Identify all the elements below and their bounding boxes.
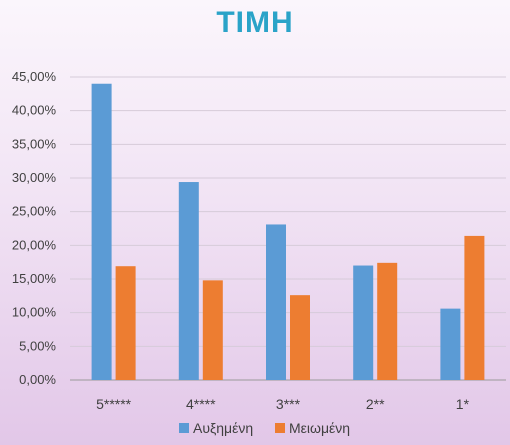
y-tick-label: 25,00% — [12, 204, 57, 219]
bar-increased — [440, 308, 461, 380]
x-tick-label: 5***** — [96, 396, 132, 412]
y-tick-label: 10,00% — [12, 305, 57, 320]
bar-increased — [178, 182, 199, 380]
y-tick-label: 0,00% — [19, 372, 56, 387]
legend-label: Μειωμένη — [289, 420, 350, 436]
bar-increased — [353, 265, 374, 380]
bar-increased — [266, 224, 286, 380]
x-tick-label: 2** — [366, 396, 385, 412]
bar-decreased — [202, 280, 223, 380]
y-tick-label: 35,00% — [12, 136, 57, 151]
legend-swatch — [179, 423, 189, 433]
y-tick-label: 15,00% — [12, 271, 57, 286]
y-tick-label: 30,00% — [12, 170, 57, 185]
bar-decreased — [115, 266, 136, 380]
y-tick-label: 40,00% — [12, 103, 57, 118]
legend-label: Αυξημένη — [193, 420, 253, 436]
x-tick-label: 4**** — [186, 396, 216, 412]
y-tick-label: 45,00% — [12, 69, 57, 84]
bar-decreased — [290, 295, 310, 380]
bar-decreased — [464, 235, 485, 380]
bar-increased — [91, 83, 112, 380]
legend-swatch — [275, 423, 285, 433]
y-tick-label: 5,00% — [19, 338, 56, 353]
bar-decreased — [377, 262, 398, 380]
chart-title: ΤΙΜΗ — [216, 6, 294, 39]
y-tick-label: 20,00% — [12, 237, 57, 252]
x-tick-label: 3*** — [276, 396, 301, 412]
x-tick-label: 1* — [456, 396, 470, 412]
